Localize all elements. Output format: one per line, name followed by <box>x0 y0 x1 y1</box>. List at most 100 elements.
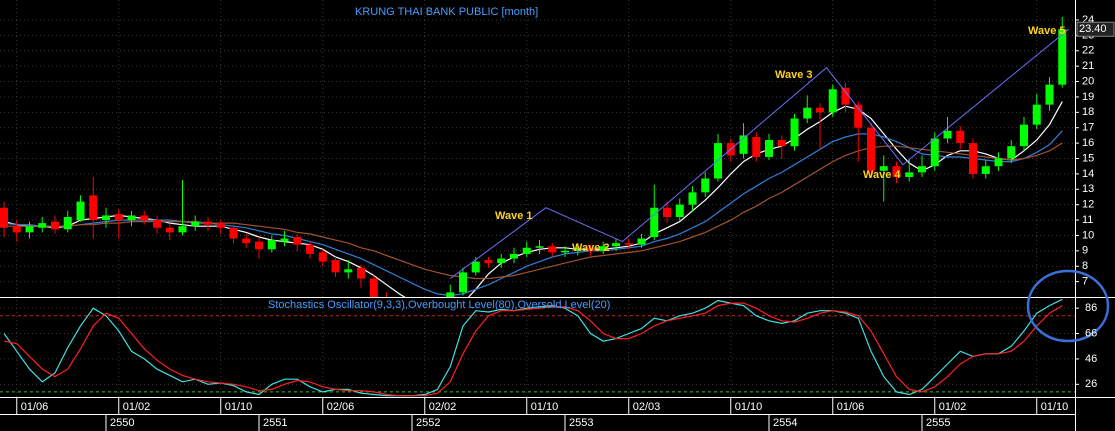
candle-body <box>522 247 531 254</box>
y-tick-label: 13 <box>1082 183 1094 195</box>
candle-body <box>956 130 965 144</box>
candle-body <box>89 195 98 221</box>
candle-body <box>510 253 518 259</box>
candle-body <box>650 207 659 237</box>
candle-body <box>140 215 149 221</box>
y-tick-label: 14 <box>1082 168 1094 180</box>
y-tick-label: 9 <box>1082 245 1088 257</box>
year-label: 2552 <box>416 417 440 429</box>
candle-body <box>280 238 289 242</box>
y-tick-label: 8 <box>1082 260 1088 272</box>
candle-body <box>573 247 582 251</box>
y-tick-label: 17 <box>1082 122 1094 134</box>
candle-body <box>612 243 620 247</box>
highlight-circle <box>1026 269 1110 343</box>
candle-body <box>905 172 914 177</box>
candle-body <box>165 227 174 233</box>
candle-body <box>204 221 212 225</box>
wave-line <box>450 28 1069 279</box>
y-tick-label: 11 <box>1082 214 1093 226</box>
candle-body <box>1032 104 1041 125</box>
x-tick-label: 01/10 <box>1041 401 1069 413</box>
oscillator-line <box>3 302 1063 397</box>
candle-body <box>777 140 786 147</box>
candle-body <box>803 107 812 119</box>
y-tick-label: 7 <box>1082 276 1088 288</box>
candle-body <box>841 87 850 105</box>
x-tick-label: 02/06 <box>327 401 355 413</box>
year-label: 2550 <box>110 417 134 429</box>
candle-body <box>1058 29 1067 85</box>
wave-label: Wave 3 <box>775 69 813 81</box>
candle-body <box>331 260 340 273</box>
candle-body <box>892 166 901 177</box>
x-tick-label: 01/10 <box>225 401 253 413</box>
candle-body <box>102 215 110 221</box>
candle-body <box>12 226 21 233</box>
candle-body <box>178 226 187 233</box>
candle-body <box>739 135 748 154</box>
y-tick-label: 10 <box>1082 229 1094 241</box>
moving-average <box>4 142 1063 280</box>
candle-body <box>586 247 595 251</box>
y-tick-label: 66 <box>1085 327 1097 339</box>
candle-body <box>344 269 353 273</box>
oscillator-line <box>3 298 1063 397</box>
candle-body <box>918 166 926 173</box>
x-tick-label: 02/03 <box>633 401 661 413</box>
x-tick-label: 01/02 <box>939 401 967 413</box>
candle-body <box>943 130 952 139</box>
year-label: 2555 <box>926 417 950 429</box>
candle-body <box>701 178 710 193</box>
x-tick-label: 01/10 <box>531 401 559 413</box>
wave-label: Wave 5 <box>1028 25 1066 37</box>
candle-body <box>1020 124 1028 147</box>
candle-body <box>930 138 939 167</box>
year-label: 2551 <box>263 417 287 429</box>
y-tick-label: 21 <box>1082 60 1094 72</box>
candle-body <box>38 223 47 228</box>
candle-body <box>752 136 761 157</box>
candle-body <box>51 221 59 230</box>
candle-body <box>981 166 990 174</box>
candle-body <box>76 201 85 221</box>
candle-body <box>624 243 633 245</box>
candle-body <box>867 127 875 171</box>
candle-body <box>114 213 123 221</box>
x-tick-label: 01/06 <box>837 401 865 413</box>
candle-body <box>828 89 837 113</box>
year-label: 2553 <box>569 417 593 429</box>
price-panel <box>0 16 1069 297</box>
candle-body <box>879 166 888 171</box>
x-tick-label: 02/02 <box>429 401 457 413</box>
candle-body <box>663 207 671 217</box>
oscillator-panel <box>0 298 1075 397</box>
candle-body <box>229 227 238 239</box>
candle-body <box>637 238 646 245</box>
candle-body <box>790 118 799 147</box>
oscillator-title: Stochastics Oscillator(9,3,3),Overbought… <box>268 299 610 311</box>
candle-body <box>548 246 557 253</box>
candle-body <box>318 252 327 262</box>
candle-body <box>688 192 697 205</box>
x-tick-label: 01/10 <box>735 401 763 413</box>
y-tick-label: 12 <box>1082 199 1094 211</box>
wave-label: Wave 4 <box>863 169 901 181</box>
y-tick-label: 86 <box>1085 302 1097 314</box>
candle-body <box>535 246 544 248</box>
candle-body <box>255 241 263 250</box>
candle-body <box>484 260 493 264</box>
y-tick-label: 46 <box>1085 353 1097 365</box>
x-tick-label: 01/02 <box>123 401 151 413</box>
candle-body <box>1045 84 1054 105</box>
y-tick-label: 18 <box>1082 106 1094 118</box>
candle-body <box>471 261 480 273</box>
x-tick-label: 01/06 <box>21 401 49 413</box>
candle-body <box>369 278 378 297</box>
y-tick-label: 19 <box>1082 91 1094 103</box>
y-tick-label: 26 <box>1085 378 1097 390</box>
candle-body <box>293 236 302 245</box>
